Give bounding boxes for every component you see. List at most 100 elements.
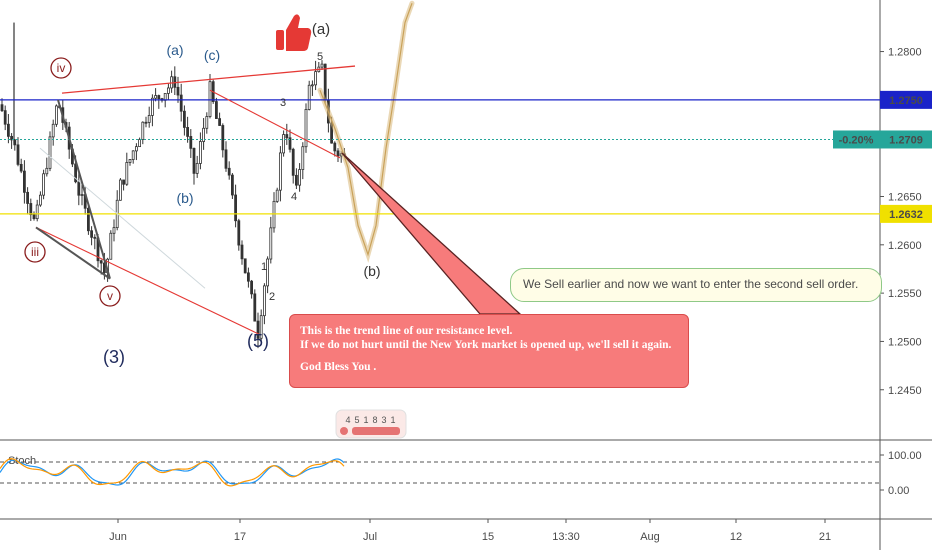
candle-body [157,95,161,100]
candle-body [278,152,282,191]
candle-body [39,194,42,206]
wave-label: (a) [312,21,330,38]
candle-body [131,150,135,160]
thumbs-up-icon [276,14,312,51]
candle-body [214,101,218,119]
candle-body [314,71,318,86]
candle-body [320,63,324,68]
time-tick-label: 12 [730,531,742,543]
candle-body [144,121,148,124]
candle-body [205,116,209,129]
candle-body [307,84,311,110]
callout-box [289,314,689,388]
candle-body [189,136,193,149]
wave-iii-v-line [35,226,111,280]
time-tick-label: Jun [109,531,127,543]
candle-body [138,139,142,148]
stoch-tick-label: 100.00 [888,450,922,462]
candle-body [35,204,39,220]
candle-body [90,230,93,238]
price-tag: 1.2709 [889,134,923,146]
candle-body [259,315,263,339]
candle-body [285,134,289,139]
candle-body [186,127,190,137]
badge-dot [340,427,348,435]
candle-body [227,167,231,176]
candle-body [224,149,228,169]
time-tick-label: Aug [640,531,660,543]
projection-line [319,3,413,257]
price-tag-bg [880,90,932,109]
candle-body [195,163,199,174]
candle-body [125,162,129,185]
badge-digit: 3 [381,415,386,425]
candle-body [0,104,4,112]
price-tick-label: 1.2800 [888,47,922,59]
resistance-trendline [61,65,356,94]
price-tick-label: 1.2500 [888,336,922,348]
stoch-k-line [0,458,345,486]
candle-body [179,94,183,112]
candle-body [29,203,33,216]
candle-body [301,146,305,170]
wave-label: 3 [280,97,286,109]
candle-body [80,194,84,196]
candle-body [122,179,125,185]
candle-body [333,142,337,152]
candle-body [256,320,260,339]
badge-digit: 5 [354,415,359,425]
candle-body [112,227,116,234]
candle-body [202,127,206,142]
candle-body [240,244,244,260]
wave-label: (b) [176,190,193,206]
candle-body [198,141,202,164]
candle-body [119,179,122,201]
candle-body [272,200,276,229]
candle-body [253,293,257,322]
callout-line-3: God Bless You . [300,361,377,373]
candle-body [74,163,77,183]
badge-digit: 1 [363,415,368,425]
channel-trendline [209,89,341,159]
note-box [510,268,882,302]
candle-body [291,148,295,176]
candle-body [45,167,49,175]
price-tick-label: 1.2450 [888,385,922,397]
candle-body [77,181,81,196]
candle-body [218,118,222,126]
candle-body [269,227,273,260]
wave-label: (5) [247,331,269,351]
wave-label: (c) [204,47,220,63]
candle-body [275,189,279,202]
circled-label-ring [24,241,46,263]
wave-label: (3) [103,347,125,367]
candle-body [87,207,90,232]
candle-body [176,86,180,96]
time-tick-label: 13:30 [552,531,580,543]
price-tick-label: 1.2550 [888,288,922,300]
candle-body [26,191,30,204]
price-tag: 1.2750 [889,95,923,107]
badge-digit: 8 [372,415,377,425]
wave-label: 2 [269,291,275,303]
time-tick-label: 15 [482,531,494,543]
circled-label-undefined: v [107,289,113,303]
callout-line-2: If we do not hurt until the New York mar… [300,339,672,351]
candle-body [48,136,52,169]
candle-body [250,280,254,295]
candle-body [288,137,292,150]
time-tick-label: 21 [819,531,831,543]
circled-label-undefined: iv [57,61,66,75]
candle-body [237,220,241,246]
candle-body [336,150,340,157]
candle-body [22,170,26,193]
candle-body [230,174,234,196]
circled-label-ring [50,57,72,79]
candle-body [221,125,225,151]
candle-body [298,169,302,186]
callout-text: This is the trend line of our resistance… [300,324,685,374]
time-tick-label: Jul [363,531,377,543]
candle-body [42,173,45,196]
candle-body [128,159,132,163]
change-tag-bg [833,130,880,149]
